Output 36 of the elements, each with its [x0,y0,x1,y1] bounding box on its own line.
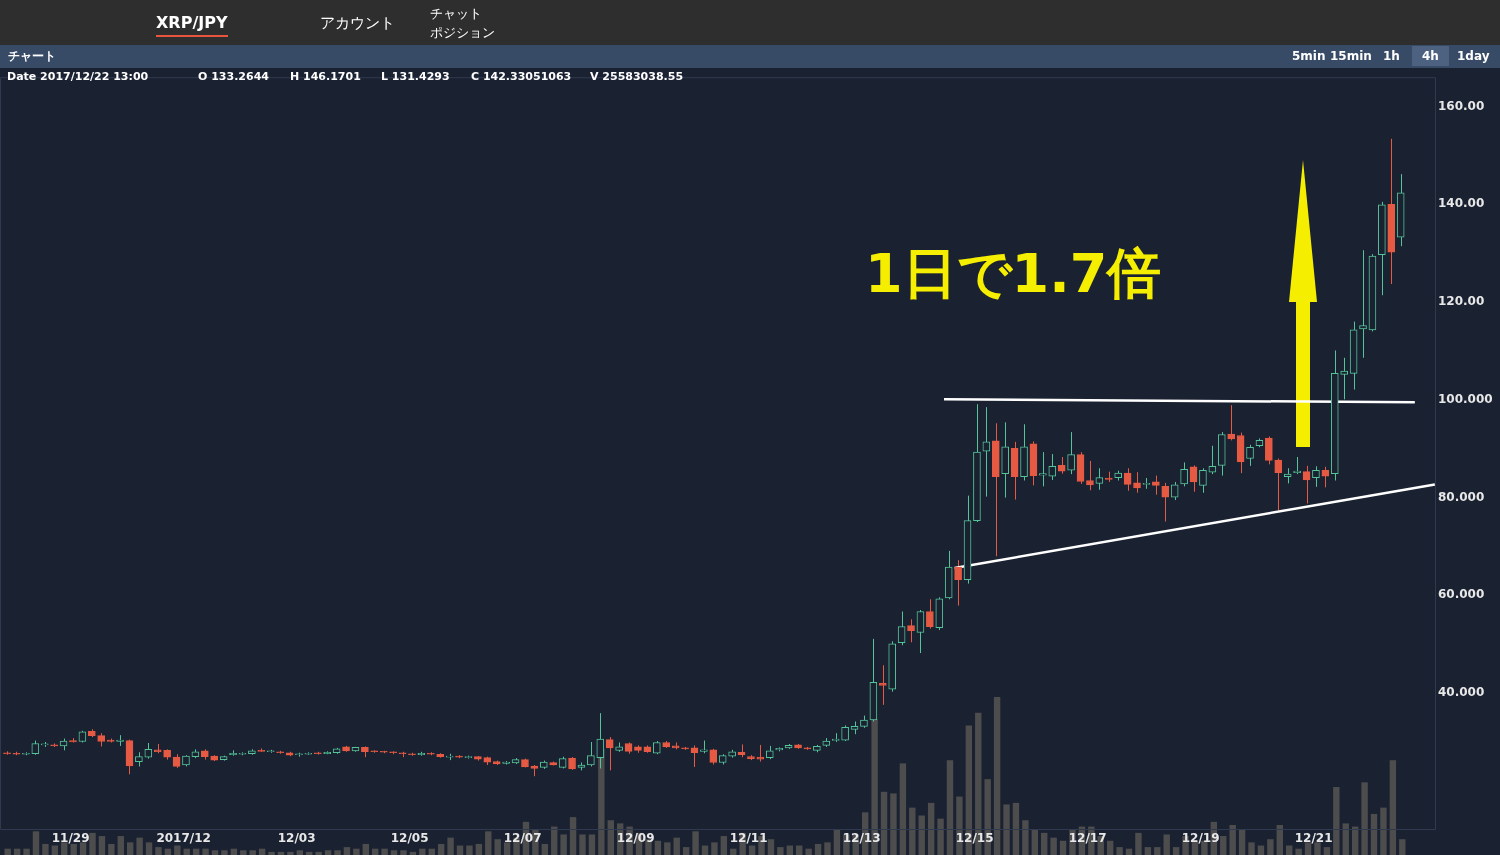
x-tick-label: 11/29 [51,831,90,846]
x-tick-label: 12/07 [503,831,542,846]
x-tick-label: 12/21 [1294,831,1333,846]
y-tick-label: 60.000 [1438,587,1485,602]
annotation: O 133.2644 [198,70,269,83]
text: 1h [1383,49,1400,63]
x-tick-label: 12/05 [390,831,429,846]
text: アカウント [320,14,395,33]
x-tick-label: 12/15 [955,831,994,846]
x-tick-label: 12/19 [1181,831,1220,846]
x-tick-label: 12/03 [277,831,316,846]
annotation: Date 2017/12/22 13:00 [7,70,149,83]
annotation: L 131.4293 [381,70,450,83]
y-tick-label: 100.000 [1438,391,1493,406]
x-tick-label: 12/13 [842,831,881,846]
annotation: H 146.1701 [290,70,361,83]
x-tick-label: 12/09 [616,831,655,846]
x-tick-label: 2017/12 [156,831,211,846]
text: 1day [1457,49,1490,63]
text: チャート [8,48,56,65]
y-tick-label: 40.000 [1438,685,1485,700]
chart-title: XRP/JPY [156,13,228,37]
y-tick-label: 80.000 [1438,489,1485,504]
annotation: V 25583038.55 [590,70,684,83]
x-tick-label: 12/17 [1068,831,1107,846]
annotation: 1日で1.7倍 [865,241,1162,307]
y-tick-label: 120.00 [1438,294,1485,309]
text: ポジション [430,24,495,42]
text: 4h [1412,46,1449,66]
text: 5min [1292,49,1326,63]
text: 15min [1330,49,1372,63]
x-tick-label: 12/11 [729,831,768,846]
text: チャット [430,5,482,23]
y-tick-label: 160.00 [1438,98,1485,113]
y-tick-label: 140.00 [1438,196,1485,211]
annotation: C 142.33051063 [471,70,572,83]
